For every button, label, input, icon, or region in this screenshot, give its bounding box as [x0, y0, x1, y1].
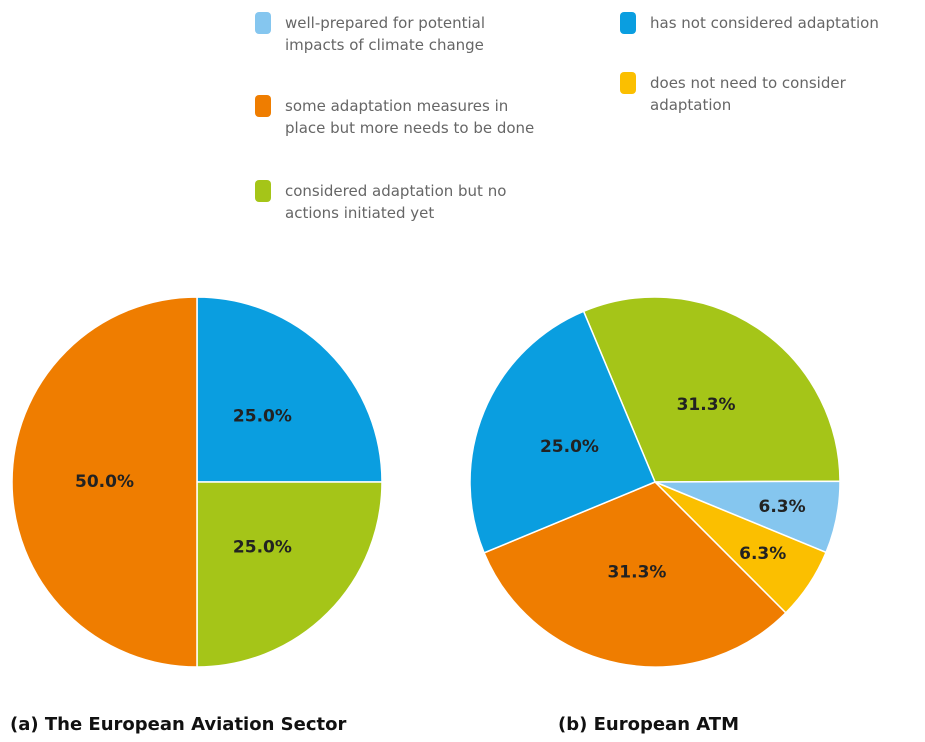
legend-label: does not need to consider adaptation: [650, 74, 846, 114]
pie-slice: [483, 481, 787, 668]
value-label: 31.3%: [607, 563, 666, 583]
pie-title: (a) The European Aviation Sector: [10, 714, 346, 735]
legend-label: well-prepared for potential impacts of c…: [285, 14, 486, 54]
value-label: 25.0%: [233, 537, 292, 557]
legend-swatch: [620, 72, 636, 94]
value-label: 6.3%: [739, 544, 786, 564]
legend-item: some adaptation measures in place but mo…: [255, 95, 545, 139]
pie-slice: [582, 296, 841, 483]
legend-swatch: [255, 180, 271, 202]
legend-label: some adaptation measures in place but mo…: [285, 97, 535, 137]
legend-item: well-prepared for potential impacts of c…: [255, 12, 545, 56]
pie-slice: [196, 481, 383, 668]
legend-item: does not need to consider adaptation: [620, 72, 910, 116]
legend-swatch: [255, 95, 271, 117]
value-label: 25.0%: [233, 407, 292, 427]
legend-label: has not considered adaptation: [650, 14, 879, 32]
legend-item: has not considered adaptation: [620, 12, 910, 34]
legend-label: considered adaptation but no actions ini…: [285, 182, 507, 222]
pie-slice: [196, 296, 383, 483]
value-label: 50.0%: [75, 472, 134, 492]
pie-slice: [469, 310, 656, 554]
pie-slice: [11, 296, 198, 668]
legend-swatch: [255, 12, 271, 34]
value-label: 25.0%: [540, 437, 599, 457]
pie-title: (b) European ATM: [558, 714, 739, 735]
value-label: 31.3%: [677, 395, 736, 415]
value-label: 6.3%: [759, 497, 806, 517]
legend-item: considered adaptation but no actions ini…: [255, 180, 545, 224]
legend-swatch: [620, 12, 636, 34]
